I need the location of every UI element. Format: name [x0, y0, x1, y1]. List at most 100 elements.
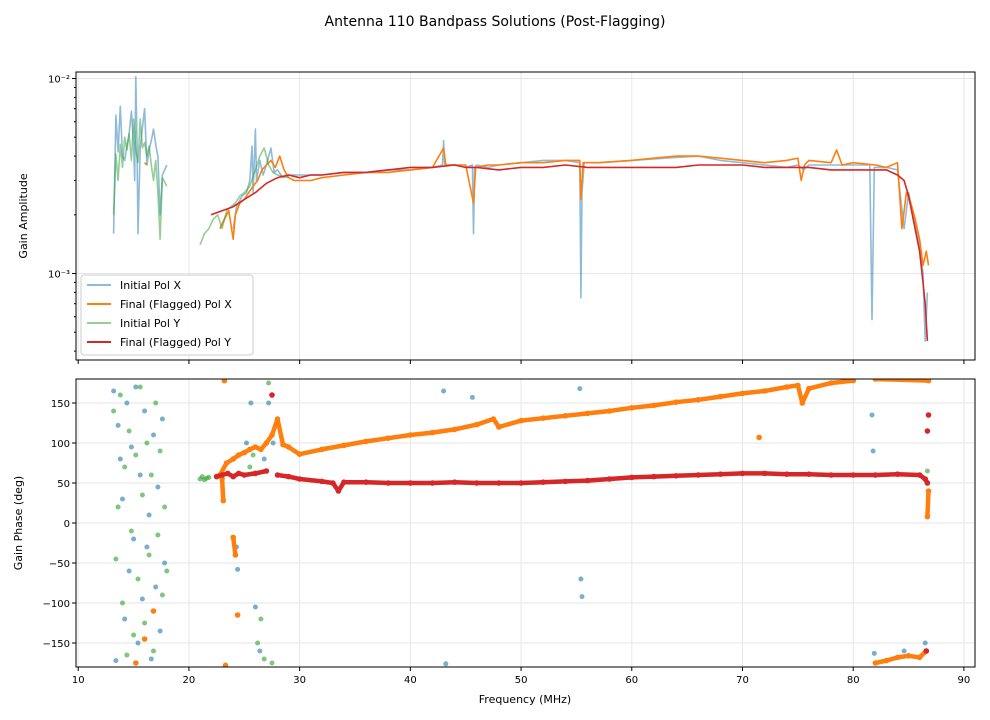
phase-y-tick-label: −150 [43, 639, 70, 650]
phase-point [133, 660, 139, 666]
phase-point [579, 594, 585, 600]
phase-xlabel: Frequency (MHz) [479, 693, 571, 706]
amplitude-ylabel: Gain Amplitude [17, 173, 30, 258]
phase-point [135, 576, 141, 582]
phase-x-tick-label: 10 [72, 675, 85, 686]
phase-point [244, 440, 249, 446]
phase-point [923, 648, 930, 654]
phase-point [128, 528, 134, 534]
phase-point [146, 552, 152, 558]
amp-series-final-flagged-pol-x [144, 147, 930, 267]
phase-point [151, 432, 156, 438]
phase-point [234, 612, 241, 618]
phase-point [141, 636, 148, 642]
phase-point [117, 392, 123, 398]
phase-point [115, 422, 121, 428]
phase-ticks: 10 20 30 40 50 60 70 80 90 −150 −100 −50 0 50 100 150 [43, 399, 971, 686]
amp-series-initial-pol-y [112, 118, 289, 246]
phase-point [261, 456, 267, 462]
phase-point [469, 394, 475, 400]
phase-point [250, 452, 256, 458]
phase-point [901, 648, 907, 654]
phase-point [153, 400, 159, 406]
figure-title: Antenna 110 Bandpass Solutions (Post-Fla… [325, 14, 666, 30]
phase-point [270, 440, 276, 446]
phase-point [146, 512, 152, 518]
phase-point [255, 640, 261, 646]
phase-x-tick-label: 70 [736, 675, 749, 686]
phase-point [113, 556, 119, 562]
legend-entry: Final (Flagged) Pol Y [120, 336, 231, 349]
phase-point [117, 456, 123, 462]
phase-point [151, 648, 156, 654]
phase-point [871, 650, 877, 656]
phase-x-tick-label: 30 [293, 675, 306, 686]
phase-point [122, 616, 128, 622]
phase-point [578, 576, 584, 582]
phase-point [148, 656, 154, 662]
phase-point [263, 468, 270, 474]
phase-y-tick-label: −100 [43, 599, 70, 610]
phase-point [120, 600, 125, 606]
phase-y-tick-label: 50 [57, 479, 70, 490]
phase-series-initial-pol-y [111, 380, 930, 666]
phase-point [157, 448, 163, 454]
phase-point [441, 388, 447, 394]
phase-point [126, 568, 132, 574]
phase-point [269, 660, 275, 666]
phase-point [252, 470, 259, 477]
phase-point [443, 661, 449, 667]
legend-entry: Initial Pol Y [120, 317, 180, 330]
phase-ylabel: Gain Phase (deg) [12, 476, 25, 570]
phase-point [869, 412, 875, 418]
phase-x-tick-label: 20 [183, 675, 196, 686]
phase-point [144, 544, 150, 550]
phase-point [131, 536, 137, 542]
phase-point [135, 640, 141, 646]
amp-y-tick-label: 10⁻² [48, 75, 70, 86]
phase-point [266, 380, 272, 386]
phase-point [144, 440, 150, 446]
phase-point [122, 464, 128, 470]
phase-point [756, 434, 762, 441]
phase-series-final-flagged-pol-x [133, 379, 932, 667]
phase-point [335, 488, 342, 494]
phase-point [120, 496, 125, 502]
phase-point [870, 448, 876, 454]
phase-point [142, 408, 148, 414]
phase-point [133, 384, 139, 390]
phase-point [139, 596, 145, 602]
phase-point [150, 608, 157, 614]
phase-point [922, 640, 928, 646]
phase-point [257, 648, 263, 654]
phase-point [113, 658, 119, 664]
phase-point [213, 473, 220, 480]
phase-x-tick-label: 80 [847, 675, 860, 686]
phase-point [258, 616, 264, 622]
phase-point [142, 620, 148, 626]
phase-point [261, 656, 267, 662]
phase-point [155, 484, 161, 490]
phase-point [221, 379, 228, 384]
legend-entry: Final (Flagged) Pol X [120, 298, 232, 311]
phase-y-tick-label: 100 [51, 439, 70, 450]
phase-point [126, 428, 132, 434]
phase-point [111, 408, 117, 414]
phase-x-tick-label: 60 [625, 675, 638, 686]
legend: Initial Pol X Final (Flagged) Pol X Initia… [80, 274, 254, 356]
phase-point [235, 566, 241, 572]
phase-y-tick-label: −50 [49, 559, 70, 570]
legend-frame [80, 274, 254, 356]
phase-point [148, 472, 154, 478]
phase-point [248, 400, 254, 406]
phase-point [269, 392, 275, 398]
phase-point [266, 400, 272, 406]
phase-point [133, 452, 139, 458]
phase-point [157, 628, 163, 634]
phase-point [124, 400, 130, 406]
phase-point [139, 492, 145, 498]
phase-band-final-flagged-pol-y [217, 471, 928, 651]
phase-point [155, 532, 161, 538]
phase-point [137, 384, 143, 390]
